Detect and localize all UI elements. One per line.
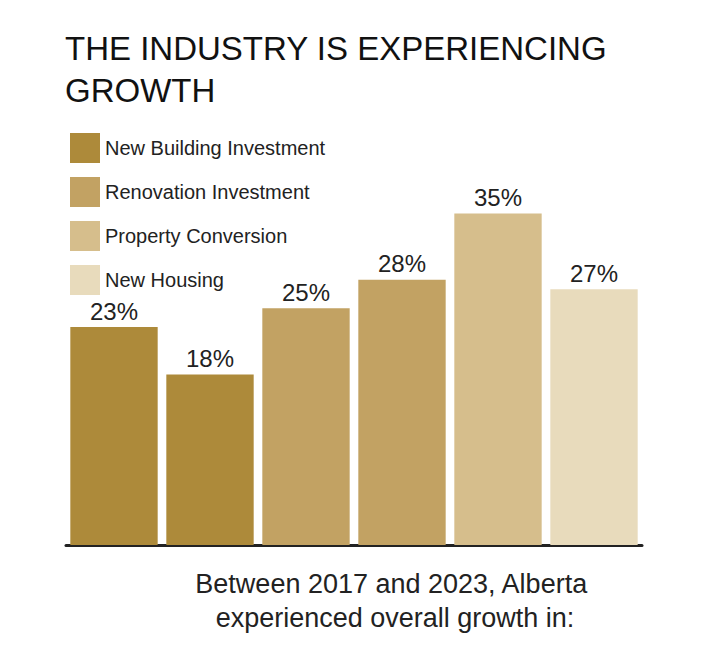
svg-text:23%: 23% [90, 298, 138, 325]
svg-text:Between 2017 and 2023, Alberta: Between 2017 and 2023, Alberta [195, 569, 594, 599]
svg-text:THE INDUSTRY IS EXPERIENCING: THE INDUSTRY IS EXPERIENCING [65, 30, 616, 67]
svg-text:Renovation Investment: Renovation Investment [105, 181, 310, 203]
svg-text:28%: 28% [378, 250, 426, 277]
svg-text:experienced overall growth in:: experienced overall growth in: [216, 603, 575, 633]
svg-text:New Building Investment: New Building Investment [105, 137, 326, 159]
svg-text:New Housing: New Housing [105, 269, 224, 291]
svg-text:35%: 35% [474, 184, 522, 211]
svg-text:GROWTH: GROWTH [65, 72, 215, 109]
svg-text:Property Conversion: Property Conversion [105, 225, 287, 247]
svg-text:27%: 27% [570, 260, 618, 287]
svg-text:25%: 25% [282, 279, 330, 306]
svg-text:18%: 18% [186, 345, 234, 372]
